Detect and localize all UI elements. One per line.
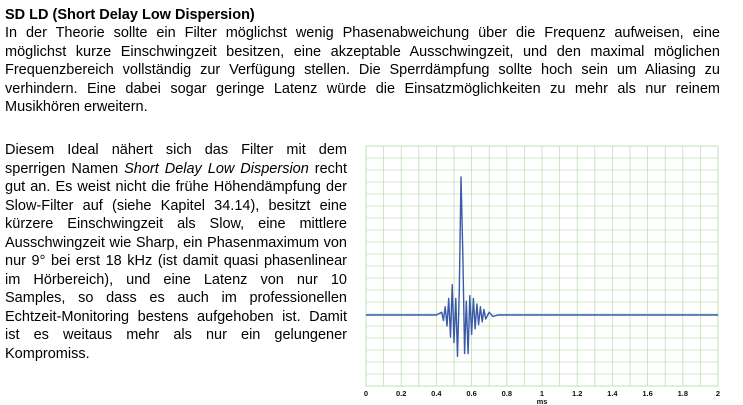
x-tick-label: 1 [540, 389, 544, 398]
intro-paragraph: In der Theorie sollte ein Filter möglich… [5, 25, 720, 115]
section-heading: SD LD (Short Delay Low Dispersion) [5, 7, 255, 23]
x-tick-label: 0.8 [502, 389, 512, 398]
filter-name-italic: Short Delay Low Dispersion [124, 160, 309, 177]
x-tick-label: 0.2 [396, 389, 406, 398]
x-tick-label: 0.4 [431, 389, 442, 398]
chart-svg: 0 0.2 0.4 0.6 0.8 1 1.2 1.4 1.6 1.8 2 ms [364, 145, 720, 405]
impulse-response-chart: 0 0.2 0.4 0.6 0.8 1 1.2 1.4 1.6 1.8 2 ms [352, 138, 740, 405]
x-tick-label: 0 [364, 389, 368, 398]
impulse-response-line [366, 176, 718, 358]
x-tick-label: 1.2 [572, 389, 582, 398]
body-paragraph: Diesem Ideal nähert sich das Filter mit … [5, 141, 347, 363]
x-tick-label: 1.8 [678, 389, 688, 398]
body-text-start: Diesem Ideal nähert sich das Filter mit … [5, 142, 347, 177]
x-tick-label: 1.4 [607, 389, 618, 398]
body-text-rest: recht gut an. Es weist nicht die frühe H… [5, 160, 348, 362]
x-tick-label: 0.6 [466, 389, 476, 398]
x-tick-label: 2 [716, 389, 720, 398]
x-axis-label: ms [537, 397, 548, 405]
x-tick-label: 1.6 [642, 389, 652, 398]
